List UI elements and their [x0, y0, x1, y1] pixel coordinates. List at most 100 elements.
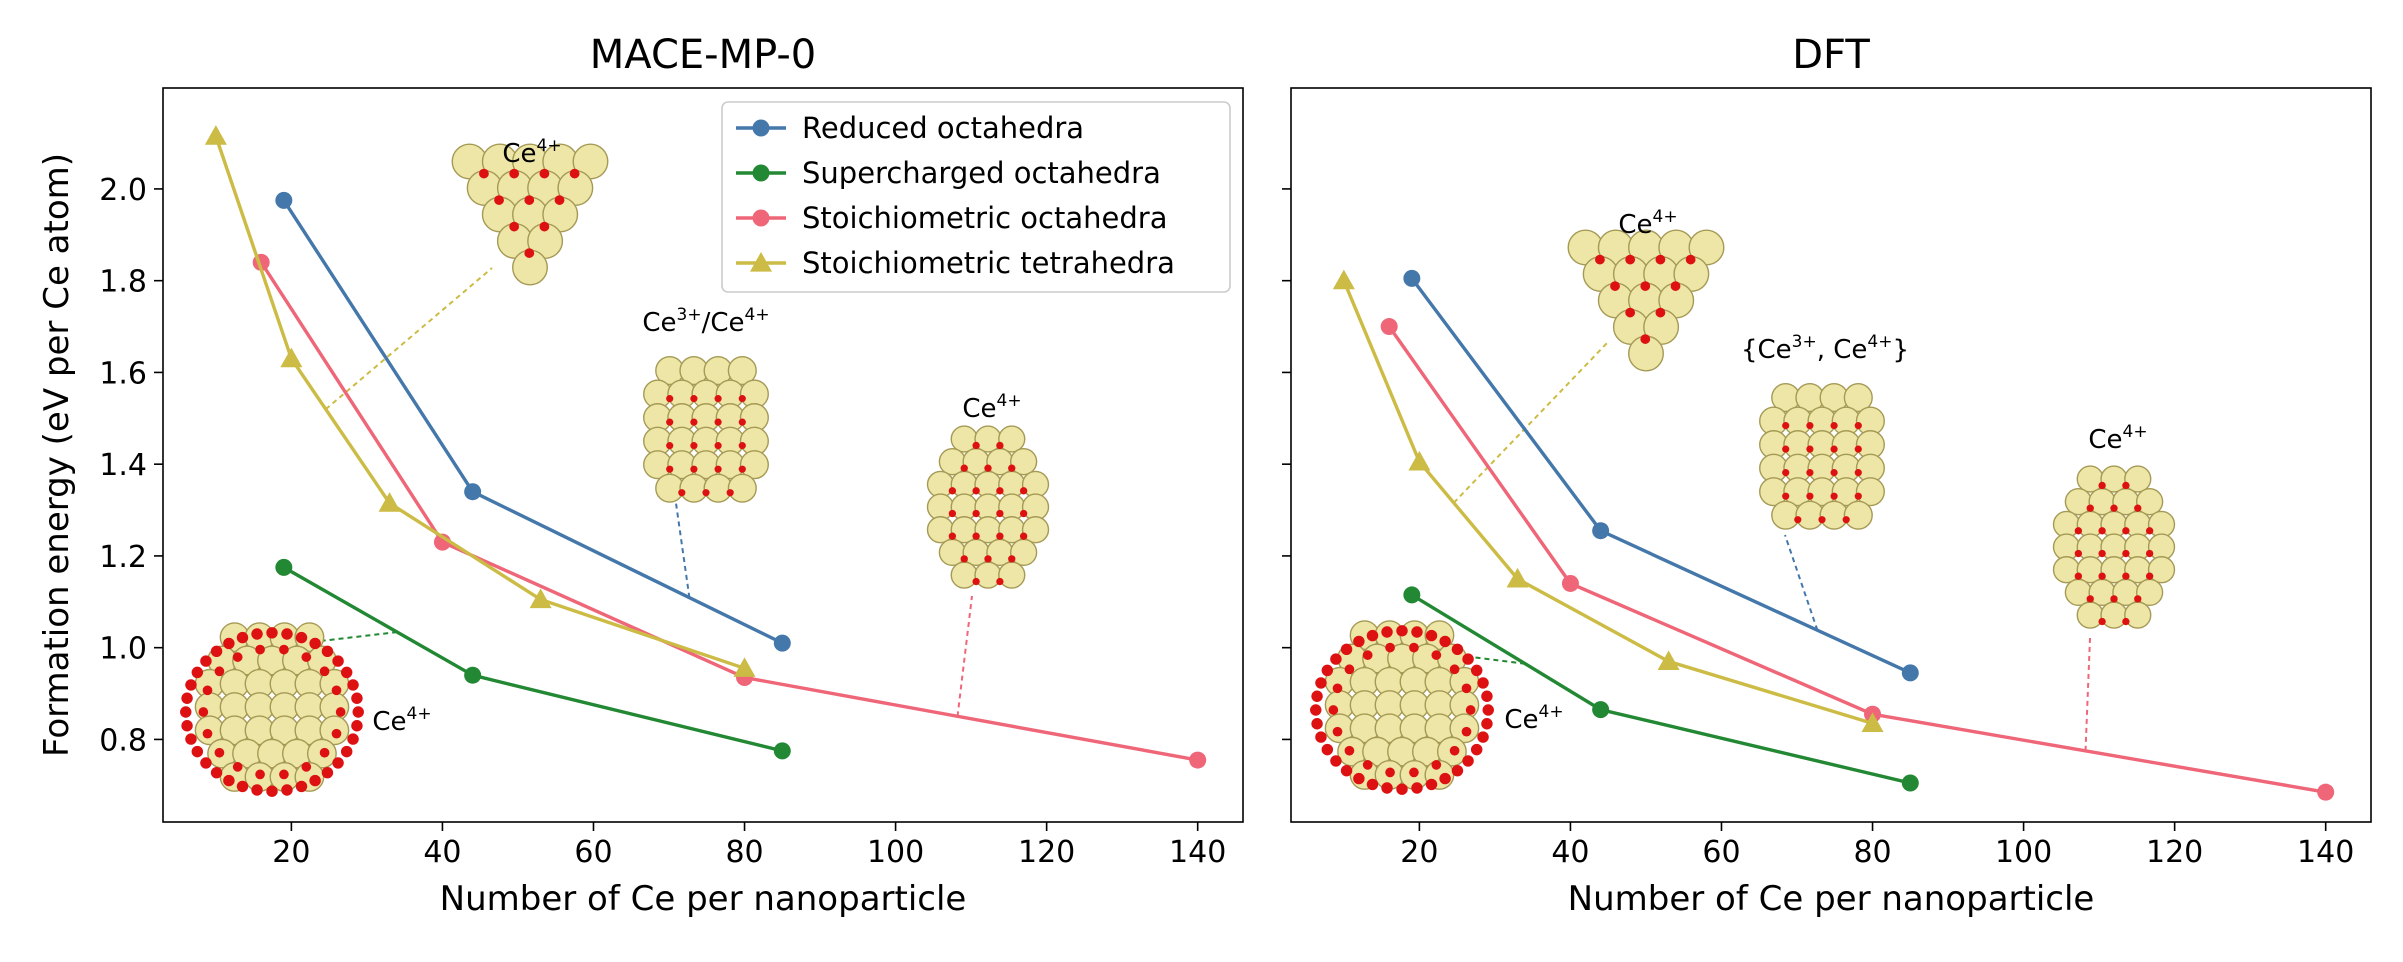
atom-o — [1482, 704, 1494, 716]
x-tick-label: 100 — [867, 835, 924, 870]
atom-o — [181, 692, 193, 704]
atom-o — [509, 221, 520, 232]
atom-o — [2110, 504, 2118, 512]
annotation-label: {Ce3+, Ce4+} — [1741, 332, 1909, 365]
atom-o — [255, 769, 265, 780]
atom-o — [1830, 445, 1838, 453]
atom-o — [1685, 254, 1696, 265]
atom-o — [255, 644, 265, 655]
x-tick-label: 120 — [1018, 835, 1075, 870]
y-axis-label: Formation energy (eV per Ce atom) — [37, 153, 77, 757]
atom-o — [321, 645, 334, 658]
annotation-label: Ce4+ — [2088, 422, 2147, 455]
atom-o — [1477, 677, 1489, 689]
atom-ce — [962, 538, 990, 567]
annotation-label: Ce4+ — [1618, 207, 1677, 240]
atom-o — [251, 784, 263, 796]
atom-o — [1396, 625, 1408, 637]
y-tick-label: 2.0 — [99, 173, 147, 208]
atom-o — [1425, 629, 1438, 642]
atom-o — [1640, 334, 1651, 344]
atom-o — [1854, 445, 1862, 453]
atom-o — [960, 464, 968, 472]
nanoparticle-image-octa — [2052, 465, 2176, 629]
atom-o — [1818, 516, 1826, 524]
atom-ce — [998, 516, 1026, 544]
atom-o — [1461, 726, 1472, 737]
atom-ce — [1855, 477, 1885, 507]
data-point-supercharged-octahedra — [1403, 586, 1421, 604]
x-tick-label: 140 — [2297, 835, 2354, 870]
atom-o — [1396, 783, 1408, 795]
data-point-supercharged-octahedra — [773, 742, 791, 760]
atom-o — [321, 766, 334, 779]
atom-o — [1431, 650, 1442, 660]
atom-o — [295, 780, 308, 793]
atom-o — [494, 195, 504, 205]
atom-o — [1431, 760, 1442, 770]
atom-o — [1449, 664, 1460, 675]
annotation-label: Ce4+ — [372, 704, 431, 737]
atom-ce — [2088, 488, 2116, 516]
atom-o — [1782, 492, 1790, 500]
atom-ce — [974, 516, 1002, 544]
atom-o — [340, 666, 353, 679]
atom-o — [1640, 281, 1651, 291]
atom-ce — [2124, 601, 2152, 629]
atom-o — [1366, 629, 1379, 642]
nanoparticle-image-cube — [1759, 383, 1885, 530]
atom-o — [738, 442, 746, 450]
atom-ce — [1843, 500, 1873, 530]
chart-title: MACE-MP-0 — [590, 32, 816, 78]
atom-o — [1381, 626, 1393, 638]
atom-o — [690, 442, 698, 450]
atom-o — [2122, 617, 2130, 626]
atom-o — [2122, 527, 2130, 535]
atom-ce — [1009, 448, 1038, 476]
atom-o — [1328, 705, 1339, 715]
atom-ce — [2088, 578, 2116, 607]
atom-o — [666, 418, 674, 426]
atom-o — [2122, 572, 2130, 580]
atom-o — [1362, 650, 1373, 660]
x-tick-label: 120 — [2146, 835, 2203, 870]
atom-o — [340, 745, 353, 758]
atom-o — [185, 679, 197, 691]
atom-ce — [998, 561, 1026, 589]
x-axis-label: Number of Ce per nanoparticle — [440, 879, 967, 919]
atom-ce — [938, 448, 967, 476]
atom-o — [2145, 572, 2154, 580]
atom-o — [714, 442, 722, 450]
atom-o — [726, 489, 734, 497]
atom-o — [2122, 549, 2130, 558]
atom-o — [714, 395, 722, 403]
atom-ce — [2100, 465, 2128, 493]
x-tick-label: 40 — [423, 835, 461, 870]
plot-frame — [162, 87, 1244, 823]
atom-o — [319, 666, 330, 677]
atom-o — [1470, 664, 1483, 677]
atom-o — [1782, 445, 1790, 453]
atom-o — [2086, 504, 2094, 512]
atom-o — [1670, 281, 1681, 291]
data-point-stoichiometric-tetrahedra — [1506, 567, 1529, 588]
legend-label-reduced-octahedra: Reduced octahedra — [802, 111, 1084, 145]
x-tick-label: 60 — [574, 835, 612, 870]
data-point-stoichiometric-tetrahedra — [1657, 650, 1680, 671]
data-point-stoichiometric-tetrahedra — [204, 125, 227, 145]
atom-o — [1019, 509, 1028, 518]
atom-o — [1806, 469, 1814, 477]
atom-o — [1782, 469, 1790, 477]
data-point-reduced-octahedra — [1901, 664, 1919, 682]
leader-line-2 — [956, 595, 973, 717]
atom-o — [1344, 745, 1355, 756]
atom-o — [972, 487, 980, 495]
atom-o — [266, 785, 278, 797]
legend-marker-stoichiometric-octahedra — [752, 209, 770, 227]
atom-o — [2074, 549, 2083, 558]
atom-o — [1315, 677, 1327, 689]
atom-o — [984, 555, 992, 563]
atom-o — [948, 532, 957, 540]
y-tick-label: 1.6 — [99, 356, 147, 391]
